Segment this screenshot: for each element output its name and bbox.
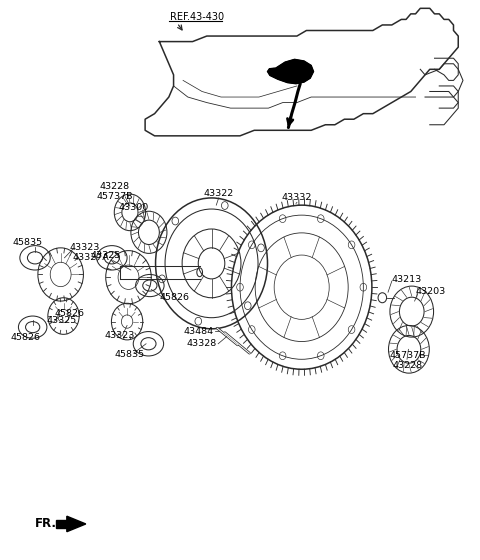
Text: 45826: 45826 xyxy=(159,293,189,302)
Text: 43328: 43328 xyxy=(186,339,216,348)
Text: 45826: 45826 xyxy=(55,309,85,318)
Text: 43323: 43323 xyxy=(105,331,135,340)
Text: 43228
45737B: 43228 45737B xyxy=(96,181,132,201)
Polygon shape xyxy=(56,520,67,528)
Text: 45835: 45835 xyxy=(13,238,43,247)
Text: 43203: 43203 xyxy=(416,287,446,296)
Polygon shape xyxy=(67,516,86,531)
Text: 43325: 43325 xyxy=(91,250,121,259)
Text: 43325: 43325 xyxy=(47,316,77,325)
Text: REF.43-430: REF.43-430 xyxy=(170,12,224,22)
Text: 45835: 45835 xyxy=(115,351,145,360)
Text: 43327A: 43327A xyxy=(73,253,109,262)
Text: 43323: 43323 xyxy=(69,244,99,253)
Text: 45737B
43228: 45737B 43228 xyxy=(389,351,426,370)
Circle shape xyxy=(378,293,386,303)
Text: 43300: 43300 xyxy=(118,203,148,212)
Text: 43213: 43213 xyxy=(392,276,422,284)
Polygon shape xyxy=(267,59,313,84)
Text: 43332: 43332 xyxy=(282,193,312,203)
Text: 45826: 45826 xyxy=(11,333,40,342)
Polygon shape xyxy=(120,265,200,279)
Text: 43484: 43484 xyxy=(184,326,214,335)
Text: FR.: FR. xyxy=(35,517,57,530)
Text: 43322: 43322 xyxy=(204,189,234,198)
